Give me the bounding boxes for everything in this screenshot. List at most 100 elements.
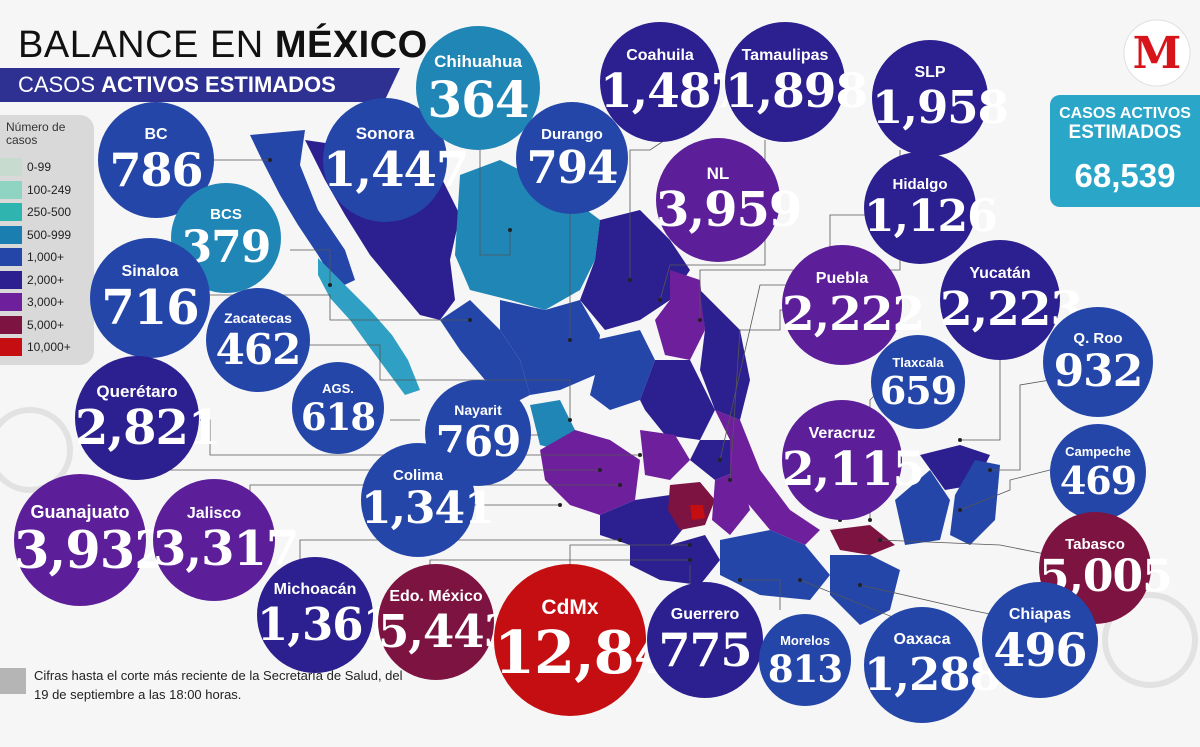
state-value: 659 — [879, 368, 957, 414]
state-bubble: Tabasco 5,005 — [1039, 512, 1173, 624]
state-name: Veracruz — [808, 425, 876, 443]
state-name: Yucatán — [969, 265, 1031, 283]
state-name: Guerrero — [670, 606, 740, 624]
state-name: Sinaloa — [121, 263, 179, 281]
state-bubble: Sonora 1,447 — [323, 98, 469, 222]
state-shape-campeche — [895, 470, 950, 545]
legend-swatch — [0, 338, 22, 356]
state-value: 3,932 — [14, 520, 170, 581]
state-shape-tabasco — [830, 525, 895, 555]
state-value: 618 — [300, 394, 376, 439]
state-bubble: Guanajuato 3,932 — [14, 474, 170, 606]
state-bubble: Colima 1,341 — [361, 443, 495, 557]
legend-swatch — [0, 315, 22, 334]
state-name: BC — [144, 126, 168, 144]
state-bubble: Edo. México 5,443 — [378, 564, 515, 680]
state-shape-nl — [655, 270, 705, 360]
legend-item: 1,000+ — [0, 248, 94, 266]
state-name: Nayarit — [454, 402, 502, 419]
state-name: Querétaro — [96, 382, 178, 402]
state-name: Colima — [392, 466, 443, 484]
state-value: 2,115 — [782, 442, 925, 497]
state-name: CdMx — [541, 595, 599, 619]
state-shape-tamaulipas — [700, 290, 750, 420]
milenio-logo-icon: M — [1123, 19, 1191, 87]
state-name: Coahuila — [626, 47, 694, 65]
legend-label: 0-99 — [27, 160, 52, 174]
state-value: 1,487 — [600, 64, 743, 119]
state-name: Tamaulipas — [741, 47, 829, 65]
state-name: Michoacán — [273, 581, 357, 599]
legend-swatch — [0, 158, 22, 176]
state-bubble: Morelos 813 — [759, 614, 851, 706]
legend-swatch — [0, 203, 22, 221]
state-bubble: Puebla 2,222 — [782, 245, 925, 365]
state-value: 775 — [658, 623, 752, 678]
legend-item: 100-249 — [0, 180, 94, 199]
state-name: Chiapas — [1008, 606, 1072, 624]
state-value: 2,223 — [940, 282, 1083, 337]
state-shape-guanajuato — [640, 430, 690, 480]
state-bubble: Michoacán 1,361 — [257, 557, 394, 673]
state-value: 12,849 — [494, 617, 715, 687]
legend-item: 250-500 — [0, 203, 94, 221]
legend-swatch — [0, 180, 22, 199]
state-bubble: Jalisco 3,317 — [153, 479, 299, 601]
state-bubble: Tamaulipas 1,898 — [725, 22, 868, 142]
state-bubble: Yucatán 2,223 — [940, 240, 1083, 360]
state-value: 1,341 — [361, 482, 495, 534]
state-shape-chiapas — [830, 555, 900, 625]
state-shape-oaxaca — [720, 530, 830, 600]
state-name: Q. Roo — [1073, 330, 1123, 348]
total-value: 68,539 — [1074, 157, 1176, 194]
legend-swatch — [0, 293, 22, 311]
state-name: SLP — [914, 64, 946, 82]
state-shape-bcs — [318, 258, 420, 395]
virus-icon — [0, 407, 1198, 688]
state-bubble: Veracruz 2,115 — [782, 400, 925, 520]
state-bubble: Coahuila 1,487 — [600, 22, 743, 142]
state-bubble: Tlaxcala 659 — [871, 335, 965, 429]
footnote-marker — [0, 668, 26, 694]
state-bubble: Zacatecas 462 — [206, 288, 310, 392]
state-shape-coahuila — [580, 210, 690, 330]
state-value: 496 — [993, 623, 1087, 678]
legend-item: 10,000+ — [0, 338, 94, 356]
state-bubble: Sinaloa 716 — [90, 238, 210, 358]
state-shape-cdmx — [690, 505, 705, 520]
state-value: 1,898 — [725, 64, 868, 119]
state-name: Campeche — [1065, 444, 1131, 460]
legend-label: 5,000+ — [27, 317, 65, 332]
legend-swatch — [0, 248, 22, 266]
state-shape-zacatecas — [590, 330, 655, 410]
state-bubble: Durango 794 — [516, 102, 628, 214]
legend-swatch — [0, 225, 22, 244]
state-name: BCS — [210, 206, 242, 224]
state-name: Durango — [541, 125, 603, 143]
state-value: 1,958 — [872, 81, 1009, 135]
state-value: 364 — [427, 69, 529, 129]
state-value: 3,959 — [656, 181, 802, 238]
state-shape-slp — [640, 360, 715, 440]
page-title: BALANCE EN MÉXICO — [18, 24, 428, 66]
state-name: Morelos — [780, 633, 830, 649]
state-value: 1,361 — [257, 598, 394, 652]
legend-label: 1,000+ — [27, 250, 65, 264]
state-value: 469 — [1059, 457, 1137, 503]
footnote: Cifras hasta el corte más reciente de la… — [34, 668, 403, 702]
state-bubble: Guerrero 775 — [647, 582, 763, 698]
state-name: Sonora — [355, 124, 415, 144]
state-shape-hidalgo — [690, 440, 740, 480]
state-bubble: AGS. 618 — [292, 362, 384, 454]
state-value: 794 — [526, 141, 619, 195]
state-value: 5,443 — [378, 605, 515, 659]
legend-label: 500-999 — [27, 227, 72, 242]
state-bubble: SLP 1,958 — [872, 40, 1009, 156]
state-value: 813 — [767, 646, 843, 691]
state-shape-durango — [500, 300, 600, 395]
legend-label: 100-249 — [27, 182, 72, 197]
state-shape-jalisco — [540, 430, 640, 515]
svg-text:M: M — [1133, 28, 1182, 79]
legend-title: Número de casos — [6, 120, 66, 147]
legend-swatch — [0, 270, 22, 289]
